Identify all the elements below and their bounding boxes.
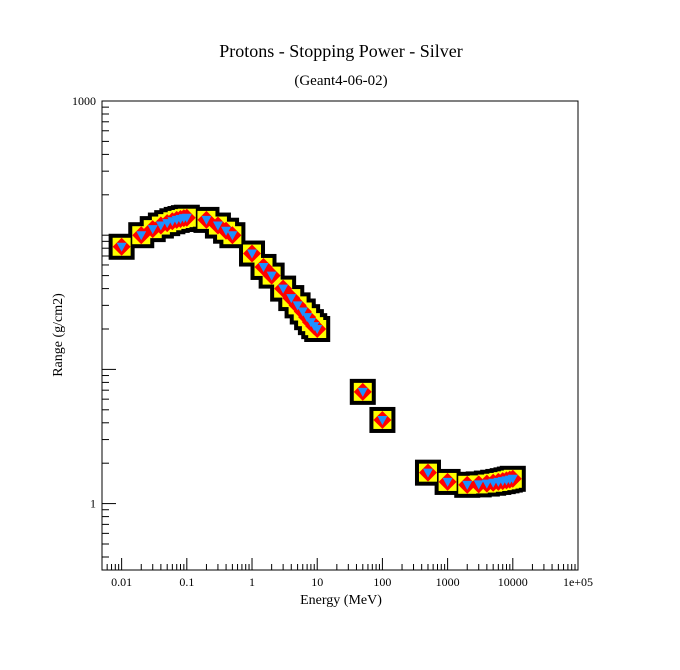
data-point <box>357 387 368 397</box>
y-tick-label: 1000 <box>72 94 96 108</box>
data-point <box>286 294 297 304</box>
data-point <box>292 301 303 311</box>
x-tick-label: 1e+05 <box>563 575 593 589</box>
x-tick-label: 10 <box>311 575 323 589</box>
data-point <box>221 226 232 236</box>
data-point <box>155 221 166 231</box>
y-axis-label: Range (g/cm2) <box>51 293 66 377</box>
data-point <box>473 480 484 490</box>
data-point <box>266 271 277 281</box>
data-point <box>116 242 127 252</box>
data-point <box>181 213 192 223</box>
x-tick-label: 0.01 <box>111 575 132 589</box>
data-point <box>312 324 323 334</box>
x-axis-label: Energy (MeV) <box>300 593 382 608</box>
data-point <box>201 215 212 225</box>
y-axis: 1 1000 <box>72 94 116 558</box>
x-tick-label: 1 <box>249 575 255 589</box>
data-point <box>422 468 433 478</box>
data-point <box>227 231 238 241</box>
data-point <box>302 313 313 323</box>
data-point <box>507 474 518 484</box>
data-point <box>278 284 289 294</box>
y-tick-label: 1 <box>90 497 96 511</box>
data-point <box>462 480 473 490</box>
plot-area <box>108 204 526 498</box>
plot-frame <box>101 100 579 571</box>
chart-subtitle: (Geant4-06-02) <box>294 73 387 89</box>
data-point <box>377 415 388 425</box>
data-point <box>147 225 158 235</box>
data-point <box>442 477 453 487</box>
data-point <box>481 479 492 489</box>
x-tick-label: 0.1 <box>179 575 194 589</box>
data-point <box>212 221 223 231</box>
x-tick-label: 10000 <box>498 575 528 589</box>
data-point <box>297 307 308 317</box>
x-tick-label: 1000 <box>436 575 460 589</box>
x-tick-label: 100 <box>373 575 391 589</box>
data-point <box>247 249 258 259</box>
data-point <box>136 231 147 241</box>
data-point <box>258 262 269 272</box>
x-axis: 0.01 0.1 1 10 100 1000 10000 1e+05 <box>101 558 593 589</box>
chart-title: Protons - Stopping Power - Silver <box>219 41 463 61</box>
